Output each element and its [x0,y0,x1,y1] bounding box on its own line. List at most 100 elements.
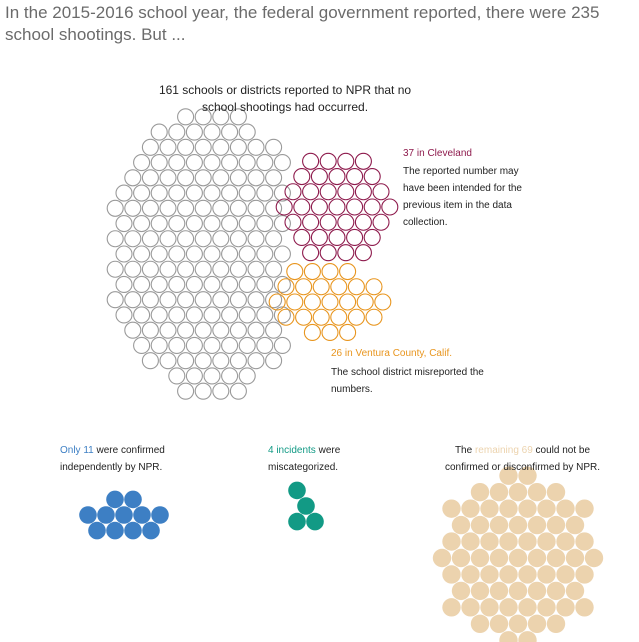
unit-circle [354,213,372,231]
unit-circle [293,198,311,216]
unit-circle [310,167,328,186]
unit-circle [124,230,142,248]
unit-circle [499,565,518,584]
unit-circle [124,490,142,509]
unit-circle [537,598,556,617]
unit-circle [470,515,490,535]
unit-circle [177,260,195,278]
unit-circle [106,230,124,248]
unit-circle [537,565,556,584]
unit-circle [150,245,168,263]
unit-circle [194,260,212,278]
unit-circle [185,275,203,294]
unit-circle [275,198,293,216]
unit-circle [265,352,283,370]
unit-circle [168,306,186,324]
unit-circle [518,598,537,617]
unit-circle [194,291,212,309]
unit-circle [185,123,203,141]
unit-circle [212,321,230,339]
unit-circle [203,306,221,324]
unit-circle [508,482,528,502]
unit-circle [88,521,106,540]
unit-circle [518,631,537,642]
unit-circle [221,367,239,385]
unit-circle [124,199,142,217]
unit-circle [203,245,221,263]
unit-circle [229,108,247,126]
unit-circle [365,308,383,326]
unit-circle [537,532,556,551]
unit-circle [115,306,133,324]
unit-circle [177,230,195,248]
unit-circle [330,308,348,326]
unit-circle [489,515,509,535]
outcome-label: 4 incidents were miscategorized. [268,442,368,476]
unit-circle [247,138,265,156]
unit-circle [97,506,115,524]
unit-circle [303,293,321,311]
unit-circle [238,245,256,263]
unit-circle [284,183,302,201]
unit-circle [480,598,499,617]
unit-circle [212,291,230,309]
outcome-label: Only 11 were confirmed independently by … [60,442,190,476]
unit-circle [238,184,256,202]
unit-circle [194,352,212,370]
unit-circle [141,138,159,156]
unit-circle [461,598,480,617]
unit-circle [106,490,124,509]
unit-circle [194,169,212,187]
unit-circle [256,154,274,172]
unit-circle [339,262,357,281]
unit-circle [546,581,566,601]
unit-circle [133,154,151,172]
unit-circle [575,499,594,518]
unit-circle [556,532,575,551]
unit-circle [442,598,461,617]
unit-circle [381,198,399,216]
unit-circle [221,154,239,172]
text: were confirmed independently by NPR. [60,445,165,473]
unit-circle [337,152,355,170]
unit-circle [265,199,283,217]
unit-circle [221,306,239,324]
unit-circle [247,169,265,187]
highlight: remaining 69 [474,445,533,456]
unit-circle [124,291,142,309]
unit-circle [565,515,585,535]
cluster-heading: 37 in Cleveland [403,148,472,159]
unit-circle [168,123,186,141]
unit-circle [527,581,547,601]
unit-circle [527,614,547,634]
unit-circle [442,499,461,518]
unit-circle [302,244,320,262]
unit-circle [288,512,306,531]
unit-circle [247,321,265,339]
unit-circle [203,367,221,385]
unit-circle [354,152,372,170]
unit-circle [321,262,339,281]
unit-circle [229,382,247,400]
unit-circle [185,306,203,324]
unit-circle [177,169,195,187]
unit-circle [328,167,346,186]
unit-circle [177,291,195,309]
unit-circle [480,565,499,584]
unit-circle [229,260,247,278]
unit-circle [347,278,365,296]
unit-circle [238,154,256,172]
unit-circle [374,293,392,311]
unit-circle [256,275,274,294]
unit-circle [499,499,518,518]
unit-circle [518,565,537,584]
unit-circle [212,230,230,248]
unit-circle [168,367,186,385]
unit-circle [584,548,604,568]
unit-circle [141,199,159,217]
unit-circle [115,245,133,263]
unit-circle [306,512,324,531]
unit-circle [268,293,286,311]
unit-circle [256,184,274,202]
unit-circle [265,169,283,187]
